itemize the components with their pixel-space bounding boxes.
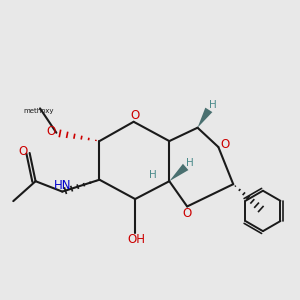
Text: H: H: [148, 170, 156, 180]
Polygon shape: [169, 164, 188, 181]
Polygon shape: [198, 108, 212, 128]
Text: methoxy: methoxy: [23, 108, 54, 114]
Text: OH: OH: [128, 233, 146, 246]
Text: O: O: [130, 109, 140, 122]
Text: O: O: [220, 138, 230, 151]
Text: H: H: [209, 100, 217, 110]
Text: O: O: [19, 145, 28, 158]
Text: O: O: [182, 207, 191, 220]
Text: O: O: [46, 125, 56, 138]
Text: HN: HN: [54, 179, 72, 192]
Text: H: H: [186, 158, 194, 168]
